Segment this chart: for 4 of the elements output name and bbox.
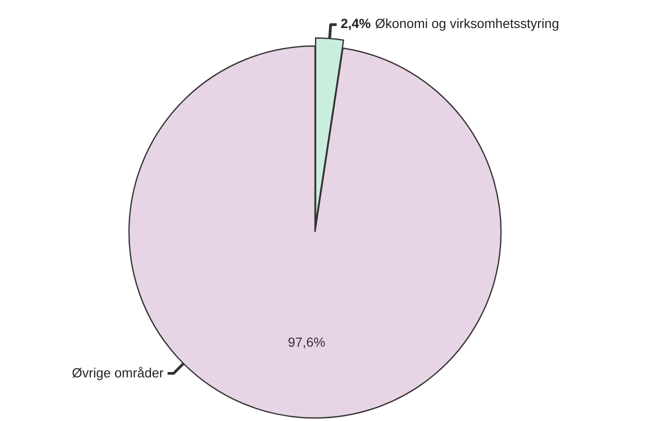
data-label: 97,6% [288, 337, 325, 348]
slice-label: Øvrige områder [72, 366, 164, 380]
slice-label: Økonomi og virksomhetsstyring [376, 18, 558, 31]
data-label: 2,4% [341, 18, 370, 30]
